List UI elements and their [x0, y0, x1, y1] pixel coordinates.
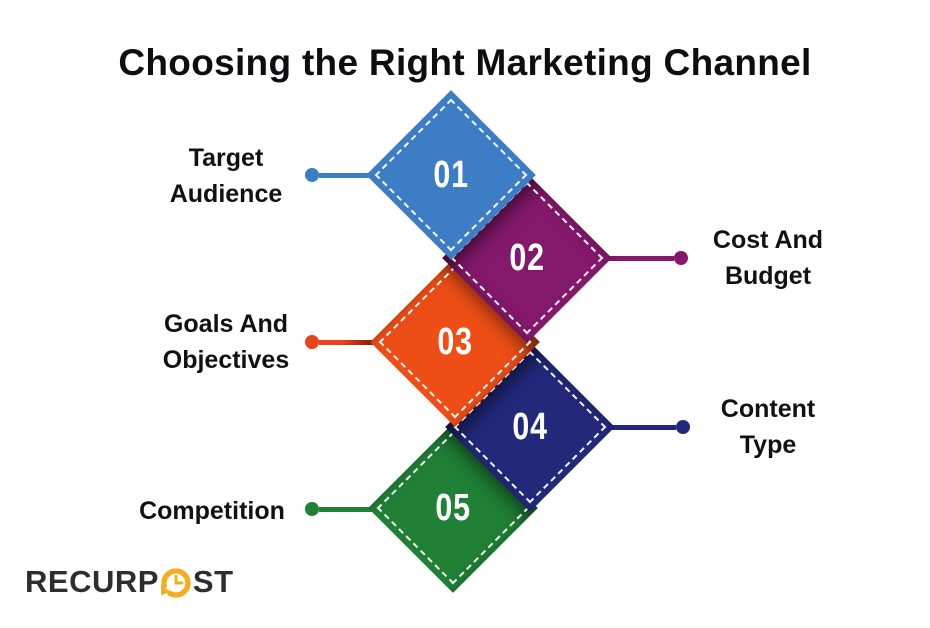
recurpost-logo: RECURP ST [25, 564, 234, 600]
step-4-connector [611, 420, 690, 434]
step-5-label: Competition [139, 497, 285, 525]
step-3-connector [305, 335, 377, 349]
logo-text-after: ST [192, 564, 234, 599]
step-2-label: Cost And Budget [712, 226, 824, 290]
step-1-number: 01 [433, 153, 469, 196]
connector-dot [674, 251, 688, 265]
page-title: Choosing the Right Marketing Channel [118, 42, 812, 83]
step-3-label: Goals And Objectives [162, 310, 290, 374]
connector-dot [676, 420, 690, 434]
connector-line [319, 172, 381, 178]
logo-text-before: RECURP [25, 564, 159, 599]
connector-dot [305, 168, 319, 182]
step-1-label: Target Audience [169, 144, 283, 208]
step-4-label: Content Type [720, 395, 816, 459]
connector-dot [305, 502, 319, 516]
step-1-connector [305, 168, 381, 182]
step-2-connector [608, 251, 688, 265]
clock-refresh-icon [160, 568, 191, 598]
step-5-connector [305, 502, 373, 516]
connector-line [611, 424, 676, 430]
connector-line [319, 506, 373, 512]
connector-line [319, 339, 377, 345]
connector-line [608, 255, 674, 261]
step-1-diamond: 01 [366, 90, 536, 260]
connector-dot [305, 335, 319, 349]
